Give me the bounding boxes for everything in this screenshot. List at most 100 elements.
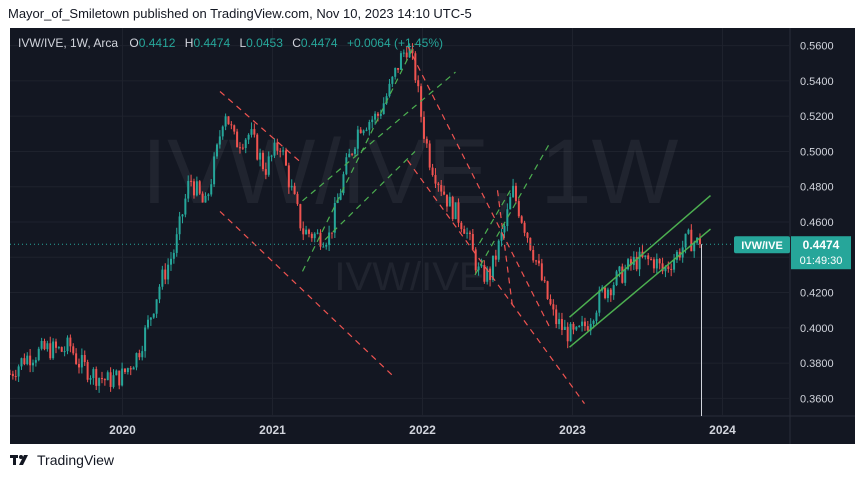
candle-body <box>385 96 388 104</box>
candle-body <box>207 194 210 196</box>
chart-area[interactable]: IVW/IVE, 1W IVW/IVE 0.3600 0.3800 0.4000 0.… <box>8 28 855 444</box>
time-axis[interactable] <box>10 416 855 444</box>
candle-body <box>161 269 164 287</box>
candle-body <box>52 341 55 359</box>
candle-body <box>437 183 440 186</box>
candle-body <box>348 153 351 158</box>
candle-body <box>546 281 549 300</box>
candle-body <box>535 260 538 262</box>
candle-body <box>592 320 595 324</box>
candle-body <box>621 266 624 283</box>
candle-body <box>198 181 201 194</box>
candle-body <box>489 268 492 280</box>
candle-body <box>310 233 313 239</box>
candle-body <box>164 269 167 280</box>
price-tick-label: 0.4800 <box>800 182 834 194</box>
candle-body <box>698 237 701 245</box>
candle-body <box>365 129 368 131</box>
trend-line[interactable] <box>569 228 711 348</box>
candle-body <box>178 216 181 235</box>
candle-body <box>391 76 394 84</box>
trend-line[interactable] <box>474 142 551 276</box>
candle-body <box>322 246 325 248</box>
candle-body <box>687 229 690 234</box>
price-tick-label: 0.3600 <box>800 393 834 405</box>
candle-body <box>103 379 106 381</box>
candle-body <box>670 268 673 270</box>
trend-line[interactable] <box>406 45 551 329</box>
legend-c: 0.4474 <box>301 36 338 50</box>
candle-body <box>95 369 98 386</box>
candle-body <box>31 362 35 366</box>
candle-body <box>146 319 149 328</box>
candle-body <box>451 197 454 220</box>
candle-body <box>474 249 477 271</box>
candle-body <box>296 194 299 205</box>
candle-body <box>491 255 494 280</box>
trend-line[interactable] <box>496 190 514 307</box>
price-tag-symbol-bg <box>734 236 790 254</box>
price-axis[interactable] <box>790 28 855 416</box>
candle-body <box>684 233 687 248</box>
candle-body <box>100 378 103 380</box>
candle-body <box>132 367 135 370</box>
candle-body <box>382 103 385 114</box>
candle-body <box>457 202 460 223</box>
price-chart[interactable]: IVW/IVE, 1W IVW/IVE 0.3600 0.3800 0.4000 0.… <box>8 28 855 444</box>
candle-body <box>635 256 638 270</box>
trend-line[interactable] <box>569 194 711 318</box>
candle-body <box>483 265 486 282</box>
candle-body <box>595 312 598 321</box>
candle-body <box>445 194 448 207</box>
candle-body <box>302 228 305 235</box>
legend-change: +0.0064 (+1.45%) <box>347 36 443 50</box>
candle-body <box>397 67 400 70</box>
candle-body <box>80 355 83 368</box>
candle-body <box>276 142 279 151</box>
markers <box>10 243 790 416</box>
candle-body <box>195 181 198 196</box>
trend-line[interactable] <box>301 43 416 272</box>
candle-body <box>563 326 566 330</box>
candle-body <box>14 376 17 378</box>
trend-line[interactable] <box>219 210 393 376</box>
candle-body <box>405 52 408 58</box>
trend-line[interactable] <box>302 71 456 202</box>
candle-body <box>448 197 451 207</box>
candle-body <box>290 185 293 188</box>
candle-body <box>690 229 693 252</box>
watermark-big: IVW/IVE, 1W <box>142 121 679 223</box>
candle-body <box>414 53 417 81</box>
candle-body <box>230 124 233 126</box>
publish-info: Mayor_of_Smiletown published on TradingV… <box>8 6 472 21</box>
candle-body <box>144 327 147 352</box>
candle-body <box>72 346 75 354</box>
candle-body <box>500 232 503 241</box>
candle-body <box>250 129 253 135</box>
candle-body <box>598 290 601 313</box>
candle-body <box>422 116 425 139</box>
candle-body <box>486 268 489 282</box>
trend-line[interactable] <box>219 91 303 165</box>
candle-body <box>673 259 676 270</box>
candle-body <box>118 370 121 386</box>
candle-body <box>46 343 49 350</box>
watermark-small: IVW/IVE <box>334 255 485 299</box>
candle-body <box>497 240 500 260</box>
candle-body <box>109 372 112 387</box>
candle-body <box>440 185 443 192</box>
candle-body <box>158 286 161 300</box>
candle-body <box>227 116 230 125</box>
candle-body <box>477 266 480 271</box>
candle-body <box>353 148 356 154</box>
candle-body <box>129 368 132 370</box>
candle-body <box>34 360 37 363</box>
trend-channels[interactable] <box>219 43 711 405</box>
candle-body <box>138 353 141 358</box>
candle-body <box>287 165 290 188</box>
svg-text:IVW/IVE, 1W, Arca O0.4: IVW/IVE, 1W, Arca O0.4412 H0.4474 L0.045… <box>18 36 443 50</box>
candle-body <box>167 264 170 280</box>
candle-body <box>575 326 578 330</box>
candle-body <box>512 185 515 198</box>
candle-body <box>503 226 506 233</box>
